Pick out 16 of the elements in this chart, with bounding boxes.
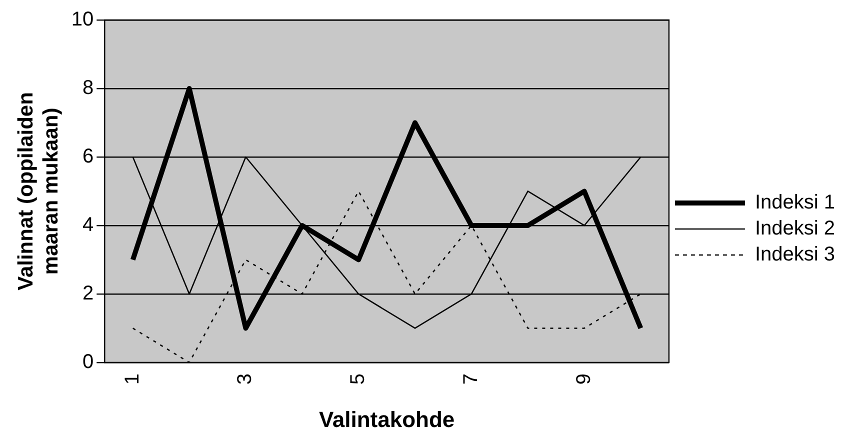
y-tick-label: 10 bbox=[71, 8, 94, 31]
legend-label: Indeksi 3 bbox=[754, 244, 836, 266]
y-axis-title: Valinnat (oppilaiden maaran mukaan) bbox=[14, 92, 63, 290]
y-tick-label: 8 bbox=[82, 77, 94, 100]
y-tick-label: 2 bbox=[82, 282, 94, 304]
y-tick-label: 4 bbox=[82, 214, 94, 236]
y-tick-label: 0 bbox=[82, 350, 94, 373]
legend-label: Indeksi 1 bbox=[754, 192, 836, 214]
legend-label: Indeksi 2 bbox=[754, 218, 836, 240]
x-tick-label: 5 bbox=[347, 373, 370, 385]
x-tick-label: 9 bbox=[572, 373, 595, 385]
x-axis-title: Valintakohde bbox=[318, 406, 455, 432]
x-tick-label: 7 bbox=[460, 373, 482, 385]
y-tick-label: 6 bbox=[82, 146, 94, 168]
x-tick-label: 3 bbox=[234, 373, 256, 385]
x-tick-label: 1 bbox=[121, 373, 144, 385]
